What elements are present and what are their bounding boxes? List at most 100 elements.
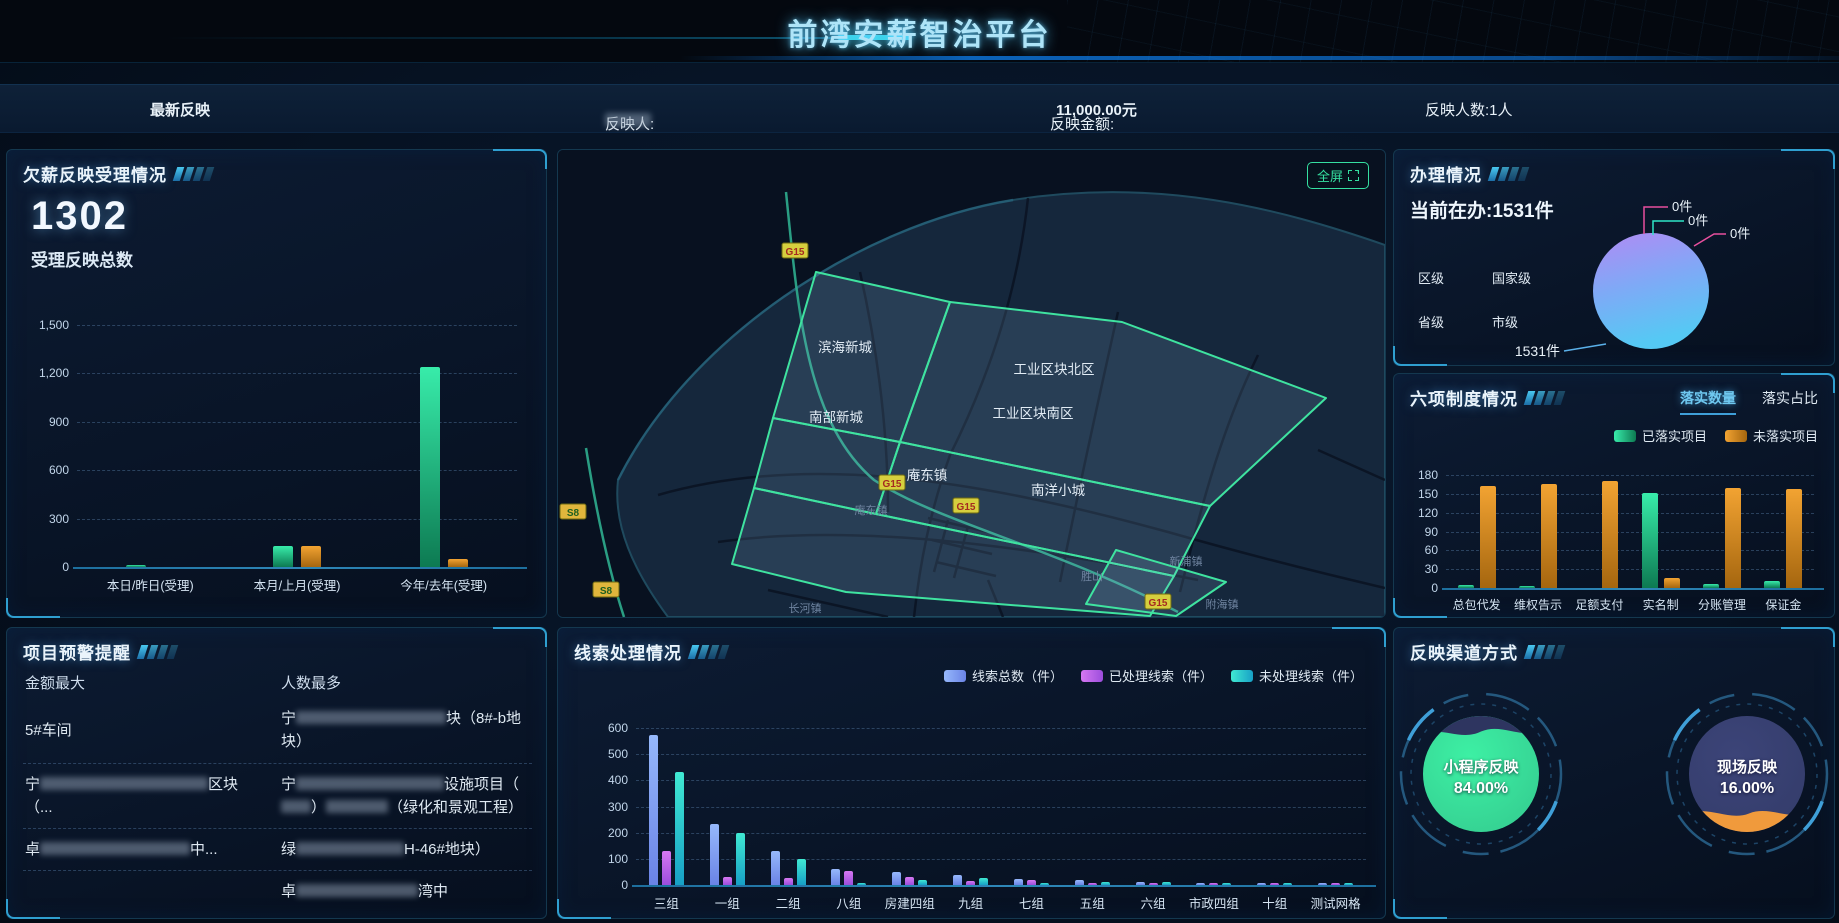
y-tick: 600 — [48, 463, 69, 478]
x-label: 十组 — [1262, 897, 1288, 911]
gridline — [636, 806, 1366, 808]
bar-线索总数（件）-一组 — [709, 823, 719, 885]
gridline — [636, 728, 1366, 729]
warning-people-cell: 宁块（8#-b地块） — [281, 710, 522, 751]
y-tick: 0 — [621, 878, 628, 892]
warning-row[interactable]: 卓湾中 — [23, 870, 532, 912]
title-bars-icon — [1523, 644, 1566, 664]
handling-legend-item[interactable]: 国家级 — [1492, 271, 1532, 286]
title-bars-icon — [1523, 390, 1566, 410]
x-axis — [73, 567, 527, 569]
warning-row[interactable]: 卓中... 绿 H-46#地块） — [23, 828, 532, 870]
gridline — [77, 325, 517, 326]
title-bars-icon — [136, 644, 179, 664]
district-andong[interactable] — [731, 487, 1175, 617]
app-header: 前湾安薪智治平台 — [0, 0, 1839, 63]
y-tick: 1,200 — [38, 366, 69, 381]
bar-已处理线索（件）-五组 — [1087, 883, 1097, 885]
x-label: 本月/上月(受理) — [253, 579, 341, 593]
legend-item[interactable]: 已处理线索（件） — [1080, 666, 1213, 685]
x-label: 三组 — [653, 897, 679, 911]
y-tick: 1,500 — [38, 318, 69, 332]
ticker-amount-label: 反映金额: — [1050, 116, 1115, 133]
district-nanyang[interactable] — [1085, 549, 1227, 617]
map-coastline — [616, 198, 1014, 481]
x-label: 分账管理 — [1697, 598, 1747, 612]
town-label: 胜山 — [1081, 569, 1103, 583]
fullscreen-button[interactable]: 全屏 — [1306, 162, 1369, 189]
gauge-value: 16.00% — [1720, 780, 1774, 797]
road-badge-S8: S8 — [559, 503, 587, 520]
legend-item[interactable]: 未处理线索（件） — [1230, 666, 1363, 685]
gridline — [1446, 550, 1814, 552]
svg-text:0件: 0件 — [1672, 199, 1692, 214]
legend-swatch — [1080, 670, 1103, 682]
panel-warnings-title: 项目预警提醒 — [23, 639, 179, 664]
legend-swatch — [1724, 430, 1747, 442]
tab-implement-ratio[interactable]: 落实占比 — [1762, 390, 1818, 406]
x-axis — [1442, 588, 1824, 590]
bar-未处理线索（件）-二组 — [796, 858, 806, 885]
legend-item[interactable]: 已落实项目 — [1613, 426, 1707, 445]
bar-未处理线索（件）-十组 — [1283, 883, 1293, 885]
pie-slice-quji[interactable] — [1593, 233, 1709, 349]
x-label: 五组 — [1079, 897, 1105, 911]
bar-未落实项目-总包代发 — [1479, 485, 1496, 588]
gauge-value: 84.00% — [1454, 780, 1508, 797]
y-tick: 150 — [1417, 486, 1438, 501]
warning-row[interactable]: 宁区块（... 宁设施项目（） （绿化和景观工程） — [23, 762, 532, 829]
handling-legend-item[interactable]: 市级 — [1492, 315, 1519, 330]
bar-已处理线索（件）-六组 — [1148, 883, 1158, 885]
legend-item[interactable]: 未落实项目 — [1724, 426, 1818, 445]
tab-implement-count[interactable]: 落实数量 — [1680, 388, 1736, 415]
warning-row[interactable]: 5#车间 宁块（8#-b地块） — [23, 698, 532, 763]
y-tick: 120 — [1417, 505, 1438, 520]
bar-已处理线索（件）-八组 — [844, 870, 854, 885]
road-badge-G15: G15 — [781, 242, 809, 259]
panel-handling: 办理情况 当前在办:1531件 区级 国家级 省级 市级 0件 0件 0件 1531件 — [1393, 149, 1835, 366]
bar-线索总数（件）-二组 — [770, 850, 780, 885]
channel-gauge-onsite: 现场反映 16.00% — [1649, 676, 1839, 877]
panel-six-systems: 六项制度情况 落实数量 落实占比 已落实项目 未落实项目 0 30 60 90 120 15… — [1393, 373, 1835, 618]
ticker-amount: 反映金额: 11,000.00元 — [1050, 99, 1137, 133]
district-label: 滨海新城 — [818, 340, 872, 355]
handling-legend-item[interactable]: 区级 — [1418, 271, 1445, 286]
warning-people-cell: 绿 H-46#地块） — [281, 841, 490, 858]
legend-item[interactable]: 线索总数（件） — [943, 666, 1063, 685]
title-bars-icon — [172, 166, 215, 186]
bar-线索总数（件）-五组 — [1074, 880, 1084, 885]
panel-warnings: 项目预警提醒 金额最大 人数最多 5#车间 宁块（8#-b地块）宁区块（... … — [6, 627, 547, 919]
gridline — [77, 518, 517, 520]
town-label: 新浦镇 — [1170, 554, 1203, 568]
handling-pie-chart: 0件 0件 0件 1531件 — [1515, 199, 1750, 359]
y-tick: 0 — [1431, 581, 1438, 595]
handling-legend-item[interactable]: 省级 — [1418, 315, 1445, 330]
header-underline — [680, 56, 1839, 60]
bar-未处理线索（件）-五组 — [1100, 881, 1110, 885]
bar-已处理线索（件）-市政四组 — [1209, 883, 1219, 885]
warning-amount-cell: 宁区块（... — [25, 775, 239, 816]
bar-线索总数（件）-七组 — [1013, 879, 1023, 885]
six-legend: 已落实项目 未落实项目 — [1613, 426, 1818, 445]
gridline — [1446, 531, 1814, 533]
x-label: 本日/昨日(受理) — [106, 579, 194, 593]
x-label: 六组 — [1140, 897, 1166, 911]
bar-未处理线索（件）-七组 — [1039, 883, 1049, 885]
bar-未落实项目-实名制 — [1663, 577, 1680, 588]
warning-amount-cell: 5#车间 — [25, 721, 72, 739]
channel-gauge-miniprogram: 小程序反映 84.00% — [1383, 676, 1579, 877]
svg-text:0件: 0件 — [1730, 226, 1750, 241]
bar-已落实项目-分账管理 — [1703, 583, 1719, 588]
svg-text:G15: G15 — [957, 502, 976, 513]
district-industrial-north[interactable] — [899, 301, 1327, 507]
ticker-count: 反映人数:1人 — [1425, 102, 1513, 119]
bar-已处理线索（件）-七组 — [1026, 879, 1036, 885]
panel-clues: 线索处理情况 线索总数（件） 已处理线索（件） 未处理线索（件） 0 100 200 30… — [557, 627, 1386, 919]
gridline — [1446, 475, 1814, 476]
bar-未处理线索（件）-市政四组 — [1222, 883, 1232, 885]
gridline — [636, 754, 1366, 756]
road-badge-S8: S8 — [592, 581, 620, 598]
bar-线索总数（件）-测试网格 — [1318, 883, 1328, 885]
